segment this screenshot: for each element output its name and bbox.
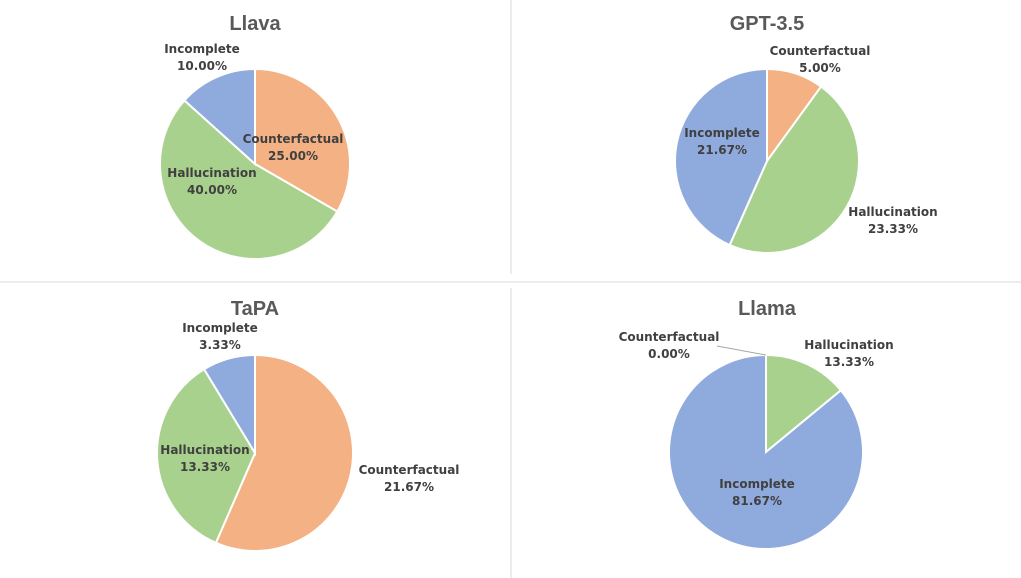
pie-chart-llava: Llava Counterfactual 25.00% Hallucination 40… [159,13,351,260]
pie-slice-counterfactual [254,67,351,213]
data-label-percent: 13.33% [180,460,230,474]
data-label-category: Counterfactual [243,132,344,146]
data-label-hallucination: Hallucination 40.00% [167,166,256,197]
data-label-counterfactual: Counterfactual 5.00% [770,44,871,75]
data-label-hallucination: Hallucination 13.33% [804,338,893,369]
data-label-percent: 23.33% [868,222,918,236]
data-label-percent: 0.00% [648,347,690,361]
data-label-percent: 21.67% [384,480,434,494]
data-label-percent: 3.33% [199,338,241,352]
data-label-category: Incomplete [719,477,795,491]
data-label-category: Incomplete [164,42,240,56]
pie-chart-tapa: TaPA Counterfactual 21.67% Hallucination 13.… [156,298,460,552]
pie-slice-hallucination [159,99,339,260]
data-label-incomplete: Incomplete 3.33% [182,321,258,352]
data-label-category: Hallucination [160,443,249,457]
chart-title: GPT-3.5 [730,13,804,35]
chart-title: Llava [229,13,281,35]
data-label-counterfactual: Counterfactual 0.00% [619,330,720,361]
pie-slice-counterfactual [214,353,355,552]
data-label-percent: 21.67% [697,143,747,157]
data-label-category: Counterfactual [619,330,720,344]
data-label-category: Hallucination [167,166,256,180]
leader-line-counterfactual [716,345,767,356]
pie-slice-incomplete [668,353,864,550]
data-label-category: Hallucination [804,338,893,352]
data-label-counterfactual: Counterfactual 21.67% [359,463,460,494]
data-label-category: Hallucination [848,205,937,219]
data-label-category: Incomplete [182,321,258,335]
pie-chart-gpt-3-5: GPT-3.5 Counterfactual 5.00% Hallucination 2… [674,13,938,254]
data-label-category: Incomplete [684,126,760,140]
data-label-percent: 81.67% [732,494,782,508]
pie-slice-incomplete [202,353,256,457]
data-label-percent: 25.00% [268,149,318,163]
pie-slice-hallucination [765,353,843,455]
data-label-counterfactual: Counterfactual 25.00% [243,132,344,163]
data-label-percent: 5.00% [799,61,841,75]
data-label-hallucination: Hallucination 13.33% [160,443,249,474]
data-label-incomplete: Incomplete 81.67% [719,477,795,508]
chart-title: TaPA [231,298,279,320]
data-label-percent: 40.00% [187,183,237,197]
pie-chart-llama: Llama Counterfactual 0.00% Hallucination 13.… [619,298,894,550]
data-label-percent: 13.33% [824,355,874,369]
pie-slice-hallucination [156,367,257,545]
pie-slice-incomplete [674,67,768,247]
data-label-category: Counterfactual [770,44,871,58]
data-label-incomplete: Incomplete 21.67% [684,126,760,157]
data-label-category: Counterfactual [359,463,460,477]
data-label-percent: 10.00% [177,59,227,73]
pie-slice-hallucination [728,85,860,254]
chart-title: Llama [738,298,797,320]
data-label-hallucination: Hallucination 23.33% [848,205,937,236]
data-label-incomplete: Incomplete 10.00% [164,42,240,73]
pie-slice-incomplete [182,67,256,167]
